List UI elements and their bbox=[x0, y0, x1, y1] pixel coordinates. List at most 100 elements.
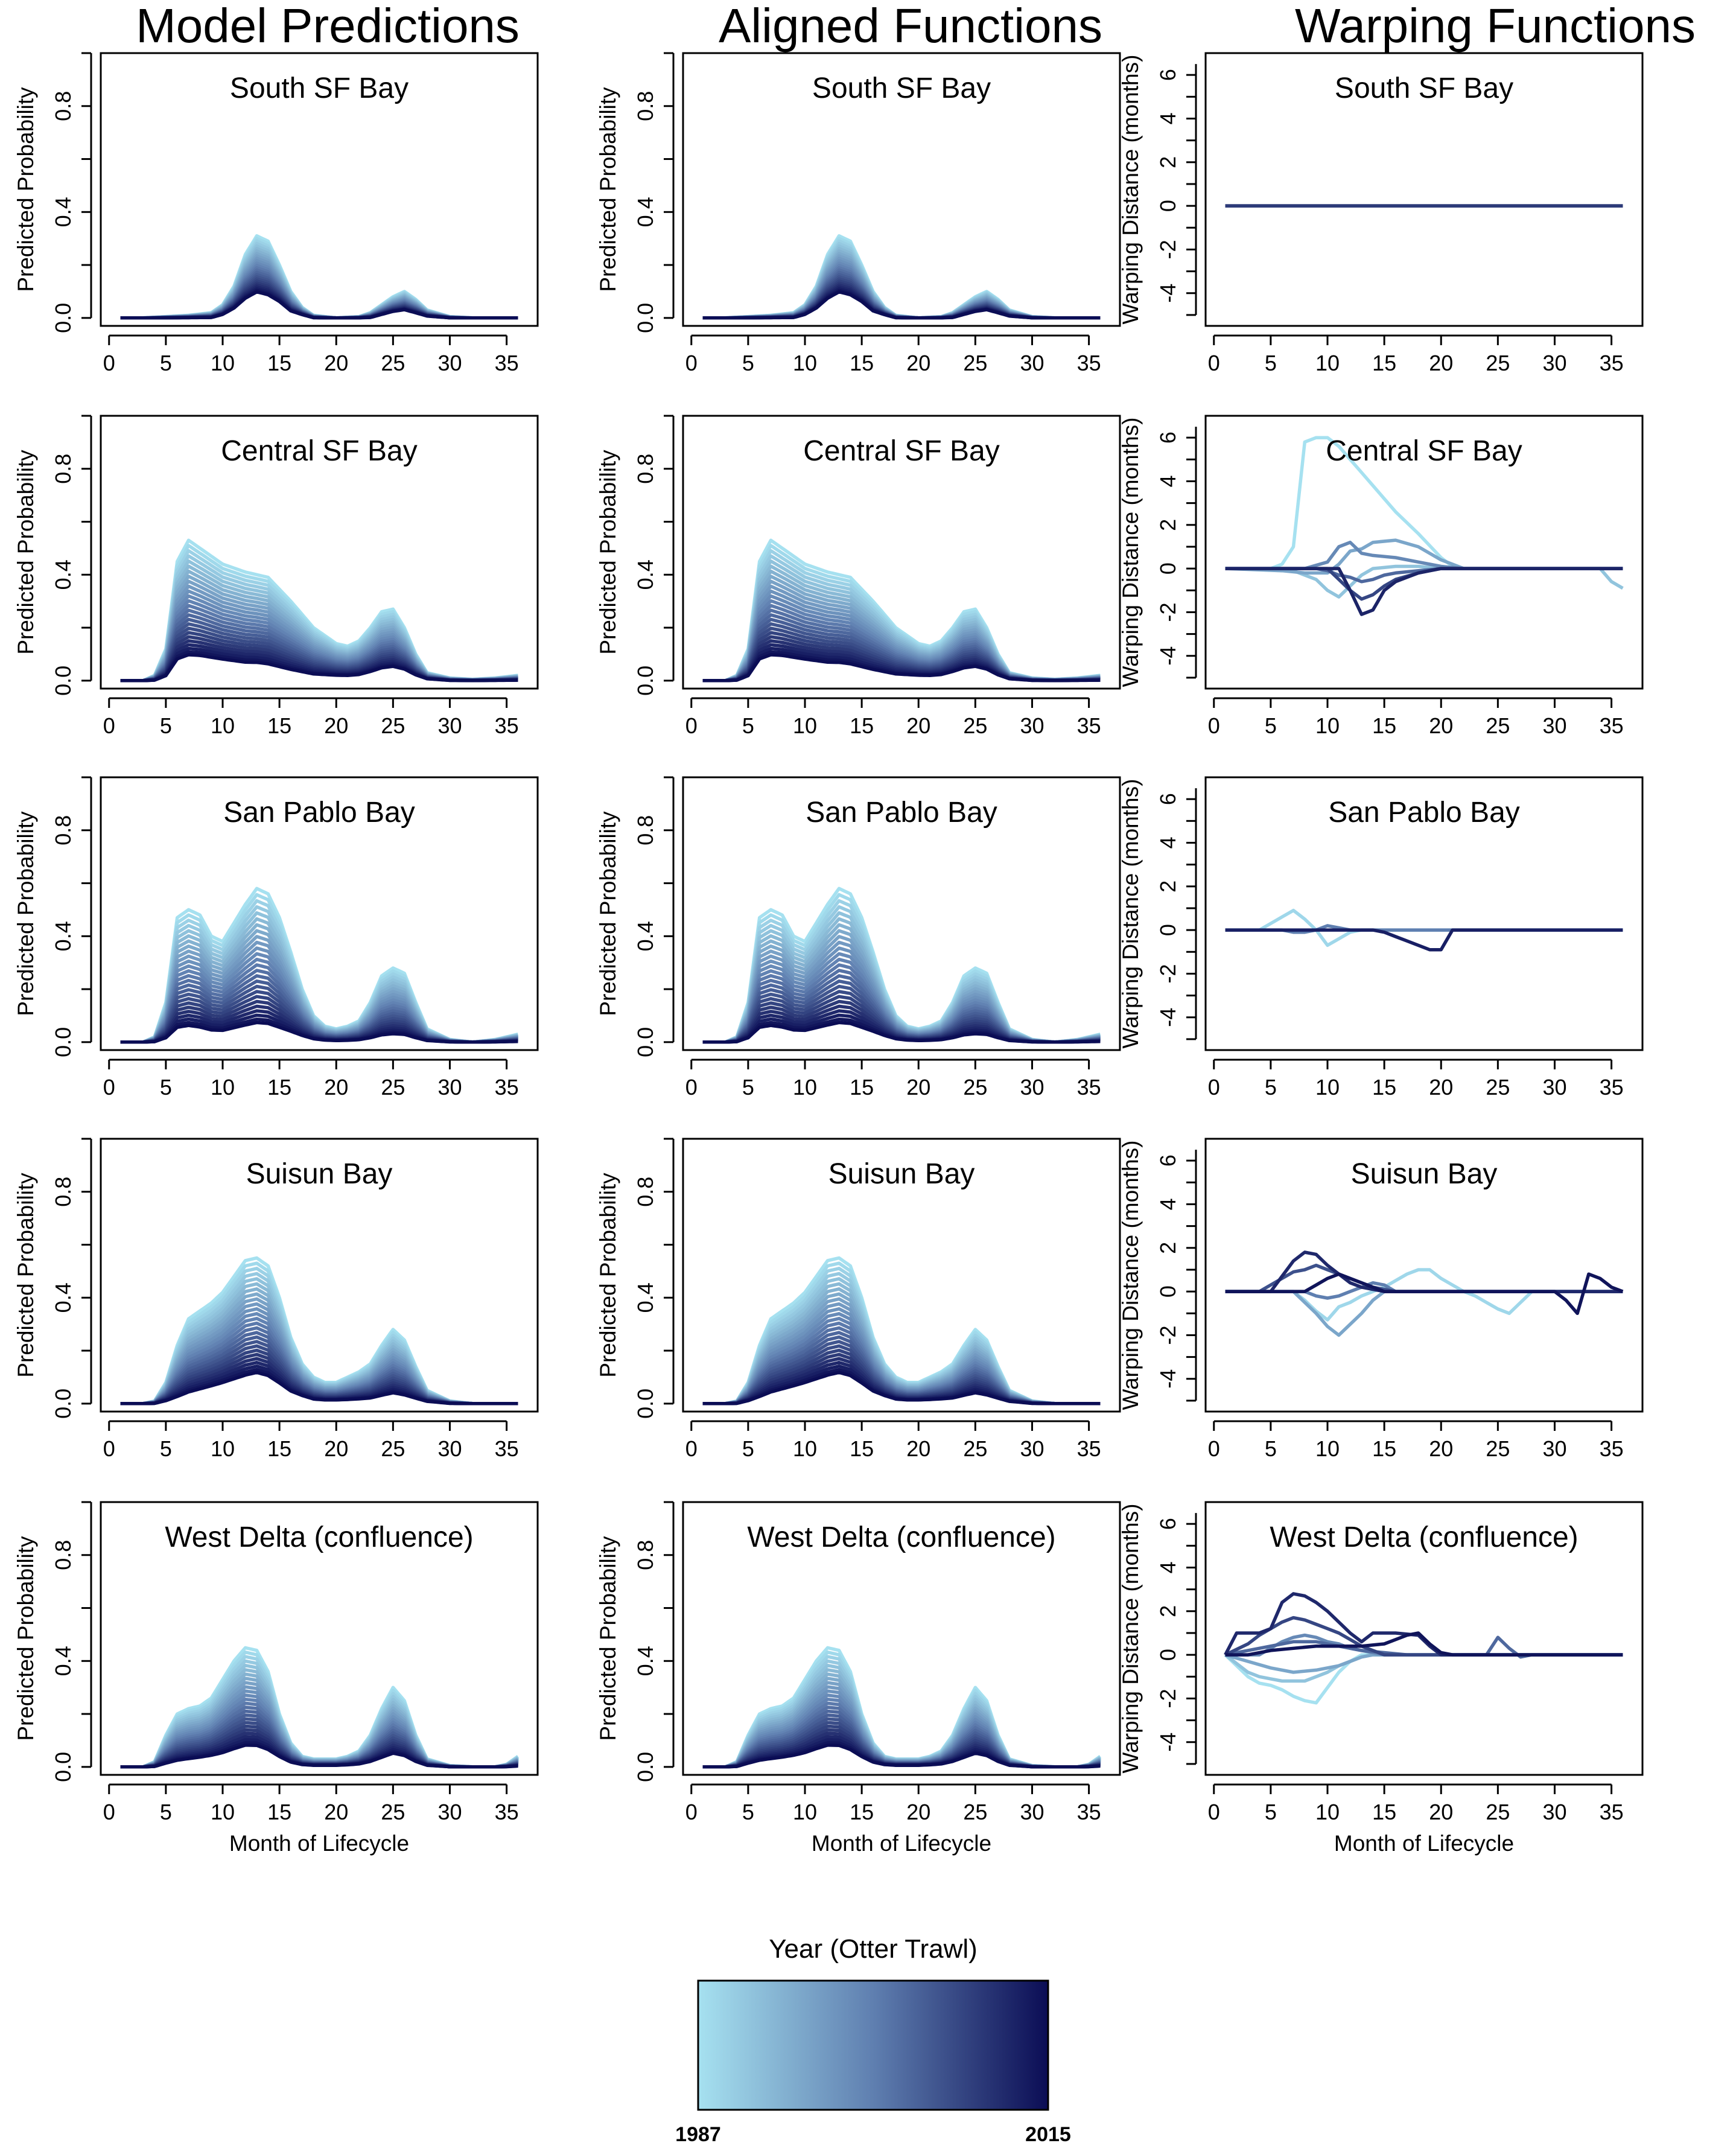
prediction-curve bbox=[702, 283, 1101, 320]
prediction-curve bbox=[120, 252, 518, 320]
prediction-curve bbox=[120, 281, 518, 320]
x-tick-label: 20 bbox=[1429, 1436, 1453, 1461]
warping-curve bbox=[1225, 1250, 1623, 1293]
prediction-curve bbox=[702, 1743, 1101, 1769]
x-tick-label: 35 bbox=[1077, 1075, 1101, 1100]
x-tick-label: 0 bbox=[103, 1436, 115, 1461]
y-tick-label: 0.4 bbox=[633, 197, 658, 227]
y-tick-label: 0.8 bbox=[633, 91, 658, 121]
y-axis-label: Predicted Probability bbox=[596, 1173, 620, 1378]
y-tick-label: -2 bbox=[1156, 602, 1180, 622]
prediction-curve bbox=[120, 277, 518, 320]
prediction-curve bbox=[702, 244, 1101, 320]
plot-frame bbox=[100, 52, 539, 327]
y-tick-label: -4 bbox=[1156, 284, 1180, 303]
prediction-curve bbox=[120, 259, 518, 320]
x-tick-label: 0 bbox=[1208, 713, 1220, 738]
prediction-curve bbox=[120, 268, 518, 320]
plot-frame bbox=[1204, 415, 1644, 690]
x-tick-label: 5 bbox=[742, 1436, 754, 1461]
x-tick-label: 30 bbox=[1020, 1800, 1044, 1824]
x-tick-label: 10 bbox=[211, 351, 235, 375]
y-axis-label: Warping Distance (months) bbox=[1118, 1141, 1143, 1410]
x-tick-label: 30 bbox=[437, 713, 462, 738]
panel-title: South SF Bay bbox=[230, 72, 409, 104]
prediction-curve bbox=[120, 254, 518, 320]
y-tick-label: -4 bbox=[1156, 1369, 1180, 1389]
panel-r2-c2: Central SF Bay 0 5 10 15 20 25 30 35 0.0 0.4 0.8 Pre… bbox=[596, 415, 1121, 738]
panel-title: San Pablo Bay bbox=[1328, 797, 1520, 829]
x-tick-label: 0 bbox=[1208, 351, 1220, 375]
x-tick-label: 25 bbox=[963, 713, 987, 738]
x-tick-label: 15 bbox=[850, 1075, 874, 1100]
y-tick-label: 6 bbox=[1156, 69, 1180, 81]
x-tick-label: 15 bbox=[267, 351, 291, 375]
y-tick-label: 0 bbox=[1156, 1649, 1180, 1661]
y-tick-label: 0 bbox=[1156, 1285, 1180, 1297]
warping-curve bbox=[1224, 1592, 1623, 1657]
x-tick-label: 5 bbox=[160, 1800, 172, 1824]
y-axis-label: Predicted Probability bbox=[13, 87, 38, 292]
panel-r5-c3: West Delta (confluence)0 5 10 15 20 25 30 35-4-… bbox=[1118, 1501, 1644, 1856]
y-tick-label: 0 bbox=[1156, 924, 1180, 936]
x-tick-label: 35 bbox=[1600, 713, 1624, 738]
prediction-curve bbox=[702, 275, 1101, 320]
y-axis-label: Warping Distance (months) bbox=[1118, 418, 1143, 687]
x-tick-label: 15 bbox=[267, 1436, 291, 1461]
x-tick-label: 30 bbox=[1020, 1436, 1044, 1461]
plot-frame bbox=[100, 776, 539, 1051]
prediction-curve bbox=[120, 256, 518, 320]
y-axis-label: Predicted Probability bbox=[596, 450, 620, 655]
y-tick-label: 0.4 bbox=[51, 559, 75, 590]
prediction-curve bbox=[702, 259, 1101, 320]
y-tick-label: 0.0 bbox=[633, 1027, 658, 1057]
y-tick-label: 4 bbox=[1156, 1198, 1180, 1210]
panel-r1-c1: South SF Bay 0 5 10 15 20 25 30 35 0.0 0.4 0.8 Predi… bbox=[13, 52, 539, 375]
x-tick-label: 25 bbox=[381, 351, 405, 375]
column-titles: Model Predictions Aligned Functions Warp… bbox=[136, 0, 1696, 53]
x-axis-label: Month of Lifecycle bbox=[229, 1831, 409, 1856]
x-tick-label: 15 bbox=[850, 713, 874, 738]
warping-curve bbox=[1225, 538, 1623, 575]
x-tick-label: 30 bbox=[1020, 713, 1044, 738]
x-tick-label: 25 bbox=[963, 1436, 987, 1461]
y-tick-label: 6 bbox=[1156, 793, 1180, 805]
y-tick-label: 4 bbox=[1156, 1561, 1180, 1573]
y-tick-label: 2 bbox=[1156, 1242, 1180, 1254]
prediction-curve bbox=[702, 261, 1101, 320]
panel-r5-c2: West Delta (confluence) 0 5 10 15 20 25 30 35 0.0… bbox=[596, 1501, 1121, 1856]
prediction-curve bbox=[702, 256, 1101, 320]
x-tick-label: 20 bbox=[324, 713, 348, 738]
prediction-curve bbox=[120, 241, 518, 320]
x-tick-label: 10 bbox=[1315, 1436, 1340, 1461]
x-tick-label: 35 bbox=[495, 1436, 519, 1461]
panel-title: South SF Bay bbox=[812, 72, 991, 104]
x-tick-label: 5 bbox=[1265, 1075, 1277, 1100]
x-tick-label: 10 bbox=[1315, 351, 1340, 375]
y-axis-label: Predicted Probability bbox=[13, 1173, 38, 1378]
y-axis-label: Predicted Probability bbox=[13, 450, 38, 655]
x-tick-label: 35 bbox=[495, 713, 519, 738]
y-axis-label: Predicted Probability bbox=[596, 87, 620, 292]
panel-title: South SF Bay bbox=[1335, 72, 1513, 104]
x-tick-label: 35 bbox=[1600, 1800, 1624, 1824]
y-tick-label: 0.8 bbox=[51, 454, 75, 484]
prediction-curve bbox=[702, 241, 1101, 320]
column-title-warping: Warping Functions bbox=[1295, 0, 1696, 53]
plot-frame bbox=[1204, 1138, 1644, 1413]
x-tick-label: 15 bbox=[267, 1075, 291, 1100]
y-tick-label: 6 bbox=[1156, 1518, 1180, 1530]
y-tick-label: 2 bbox=[1156, 1605, 1180, 1617]
panel-title: Suisun Bay bbox=[828, 1158, 975, 1190]
warping-curve bbox=[1224, 1653, 1623, 1705]
y-axis-label: Predicted Probability bbox=[13, 1536, 38, 1741]
panel-r2-c3: Central SF Bay 0 5 10 15 20 25 30 35 -4 -2 0 2 4 6 Warp… bbox=[1118, 415, 1644, 738]
series-group bbox=[120, 538, 518, 683]
x-tick-label: 20 bbox=[324, 1075, 348, 1100]
prediction-curve bbox=[702, 1371, 1101, 1406]
x-tick-label: 5 bbox=[742, 1075, 754, 1100]
y-tick-label: 0.8 bbox=[633, 1540, 658, 1570]
x-tick-label: 25 bbox=[963, 351, 987, 375]
panel-title: West Delta (confluence) bbox=[165, 1521, 473, 1553]
x-tick-label: 5 bbox=[1265, 1436, 1277, 1461]
